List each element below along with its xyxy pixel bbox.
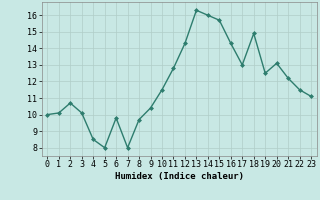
- X-axis label: Humidex (Indice chaleur): Humidex (Indice chaleur): [115, 172, 244, 181]
